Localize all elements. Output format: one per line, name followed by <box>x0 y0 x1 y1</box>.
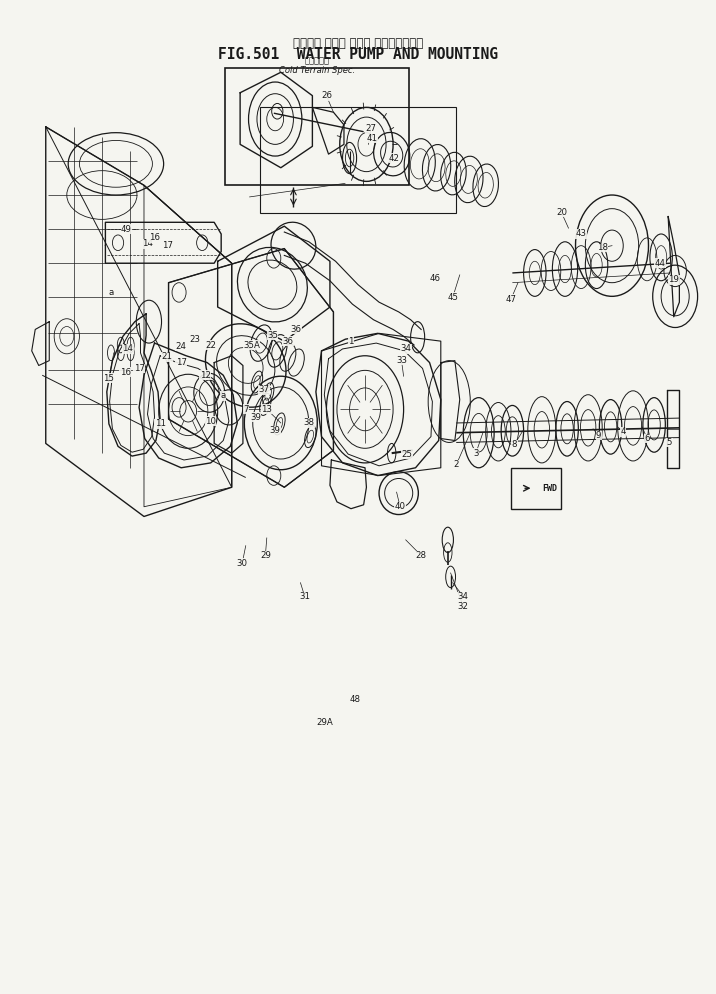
Text: 29: 29 <box>260 551 271 560</box>
Text: 29A: 29A <box>316 719 333 728</box>
Text: Cold Terrain Spec.: Cold Terrain Spec. <box>279 66 354 75</box>
Text: 3: 3 <box>473 448 478 457</box>
Text: 2: 2 <box>453 460 459 469</box>
Text: 寒冷地仕様: 寒冷地仕様 <box>304 56 329 65</box>
Text: 17: 17 <box>162 242 173 250</box>
Bar <box>511 468 561 509</box>
Text: 4: 4 <box>621 427 626 436</box>
Text: 10: 10 <box>205 416 216 425</box>
Text: 34: 34 <box>458 591 469 600</box>
Text: 15: 15 <box>103 374 115 383</box>
Text: 6: 6 <box>644 434 650 443</box>
Text: 45: 45 <box>448 293 458 302</box>
Text: 21: 21 <box>162 352 173 361</box>
Text: 36: 36 <box>282 337 294 346</box>
Text: 20: 20 <box>556 208 567 217</box>
Text: 34: 34 <box>400 345 411 354</box>
Text: 8: 8 <box>512 440 517 449</box>
Text: 44: 44 <box>654 258 665 267</box>
Text: 17: 17 <box>134 364 145 373</box>
Text: 27: 27 <box>365 124 376 133</box>
Text: 28: 28 <box>416 551 427 560</box>
Text: 16: 16 <box>120 368 130 377</box>
Text: 32: 32 <box>458 601 469 610</box>
Text: 22: 22 <box>205 341 216 350</box>
Text: 13: 13 <box>261 405 272 414</box>
Text: 16: 16 <box>149 234 160 243</box>
Text: 25: 25 <box>402 449 412 458</box>
Text: 26: 26 <box>321 91 332 100</box>
Text: 47: 47 <box>505 295 516 304</box>
Text: 33: 33 <box>396 356 407 365</box>
Text: 42: 42 <box>389 153 400 162</box>
Text: 14: 14 <box>122 345 133 354</box>
Text: 1: 1 <box>348 337 354 346</box>
Text: 19: 19 <box>668 275 679 284</box>
Text: 7: 7 <box>243 405 248 414</box>
Text: 49: 49 <box>121 225 132 234</box>
Text: 37: 37 <box>258 386 269 395</box>
Text: 40: 40 <box>395 502 405 511</box>
Text: 11: 11 <box>155 419 165 428</box>
Text: 24: 24 <box>175 342 187 351</box>
Bar <box>260 107 456 213</box>
Text: 36: 36 <box>291 325 301 334</box>
Text: 39: 39 <box>250 413 261 421</box>
Text: a: a <box>108 288 114 297</box>
Text: 38: 38 <box>304 418 314 427</box>
Text: 31: 31 <box>299 591 310 600</box>
Text: FWD: FWD <box>542 484 557 493</box>
Text: 46: 46 <box>430 274 440 283</box>
Text: 30: 30 <box>237 559 248 568</box>
Text: FIG.501  WATER PUMP AND MOUNTING: FIG.501 WATER PUMP AND MOUNTING <box>218 48 498 63</box>
Text: 9: 9 <box>596 431 601 440</box>
Text: 23: 23 <box>190 335 200 344</box>
Bar <box>225 69 409 185</box>
Text: a: a <box>221 392 226 401</box>
Text: 35A: 35A <box>243 341 260 350</box>
Text: 14: 14 <box>142 240 153 248</box>
Text: 5: 5 <box>667 438 672 447</box>
Text: 35: 35 <box>267 331 278 340</box>
Text: 17: 17 <box>175 358 187 367</box>
Text: 48: 48 <box>349 695 361 704</box>
Text: 12: 12 <box>200 371 211 380</box>
Text: 43: 43 <box>576 230 586 239</box>
Text: 39: 39 <box>270 426 281 435</box>
Text: 41: 41 <box>367 134 377 143</box>
Text: ウォータ ポンプ および マウンティング: ウォータ ポンプ および マウンティング <box>293 37 423 50</box>
Text: 18: 18 <box>596 244 608 252</box>
